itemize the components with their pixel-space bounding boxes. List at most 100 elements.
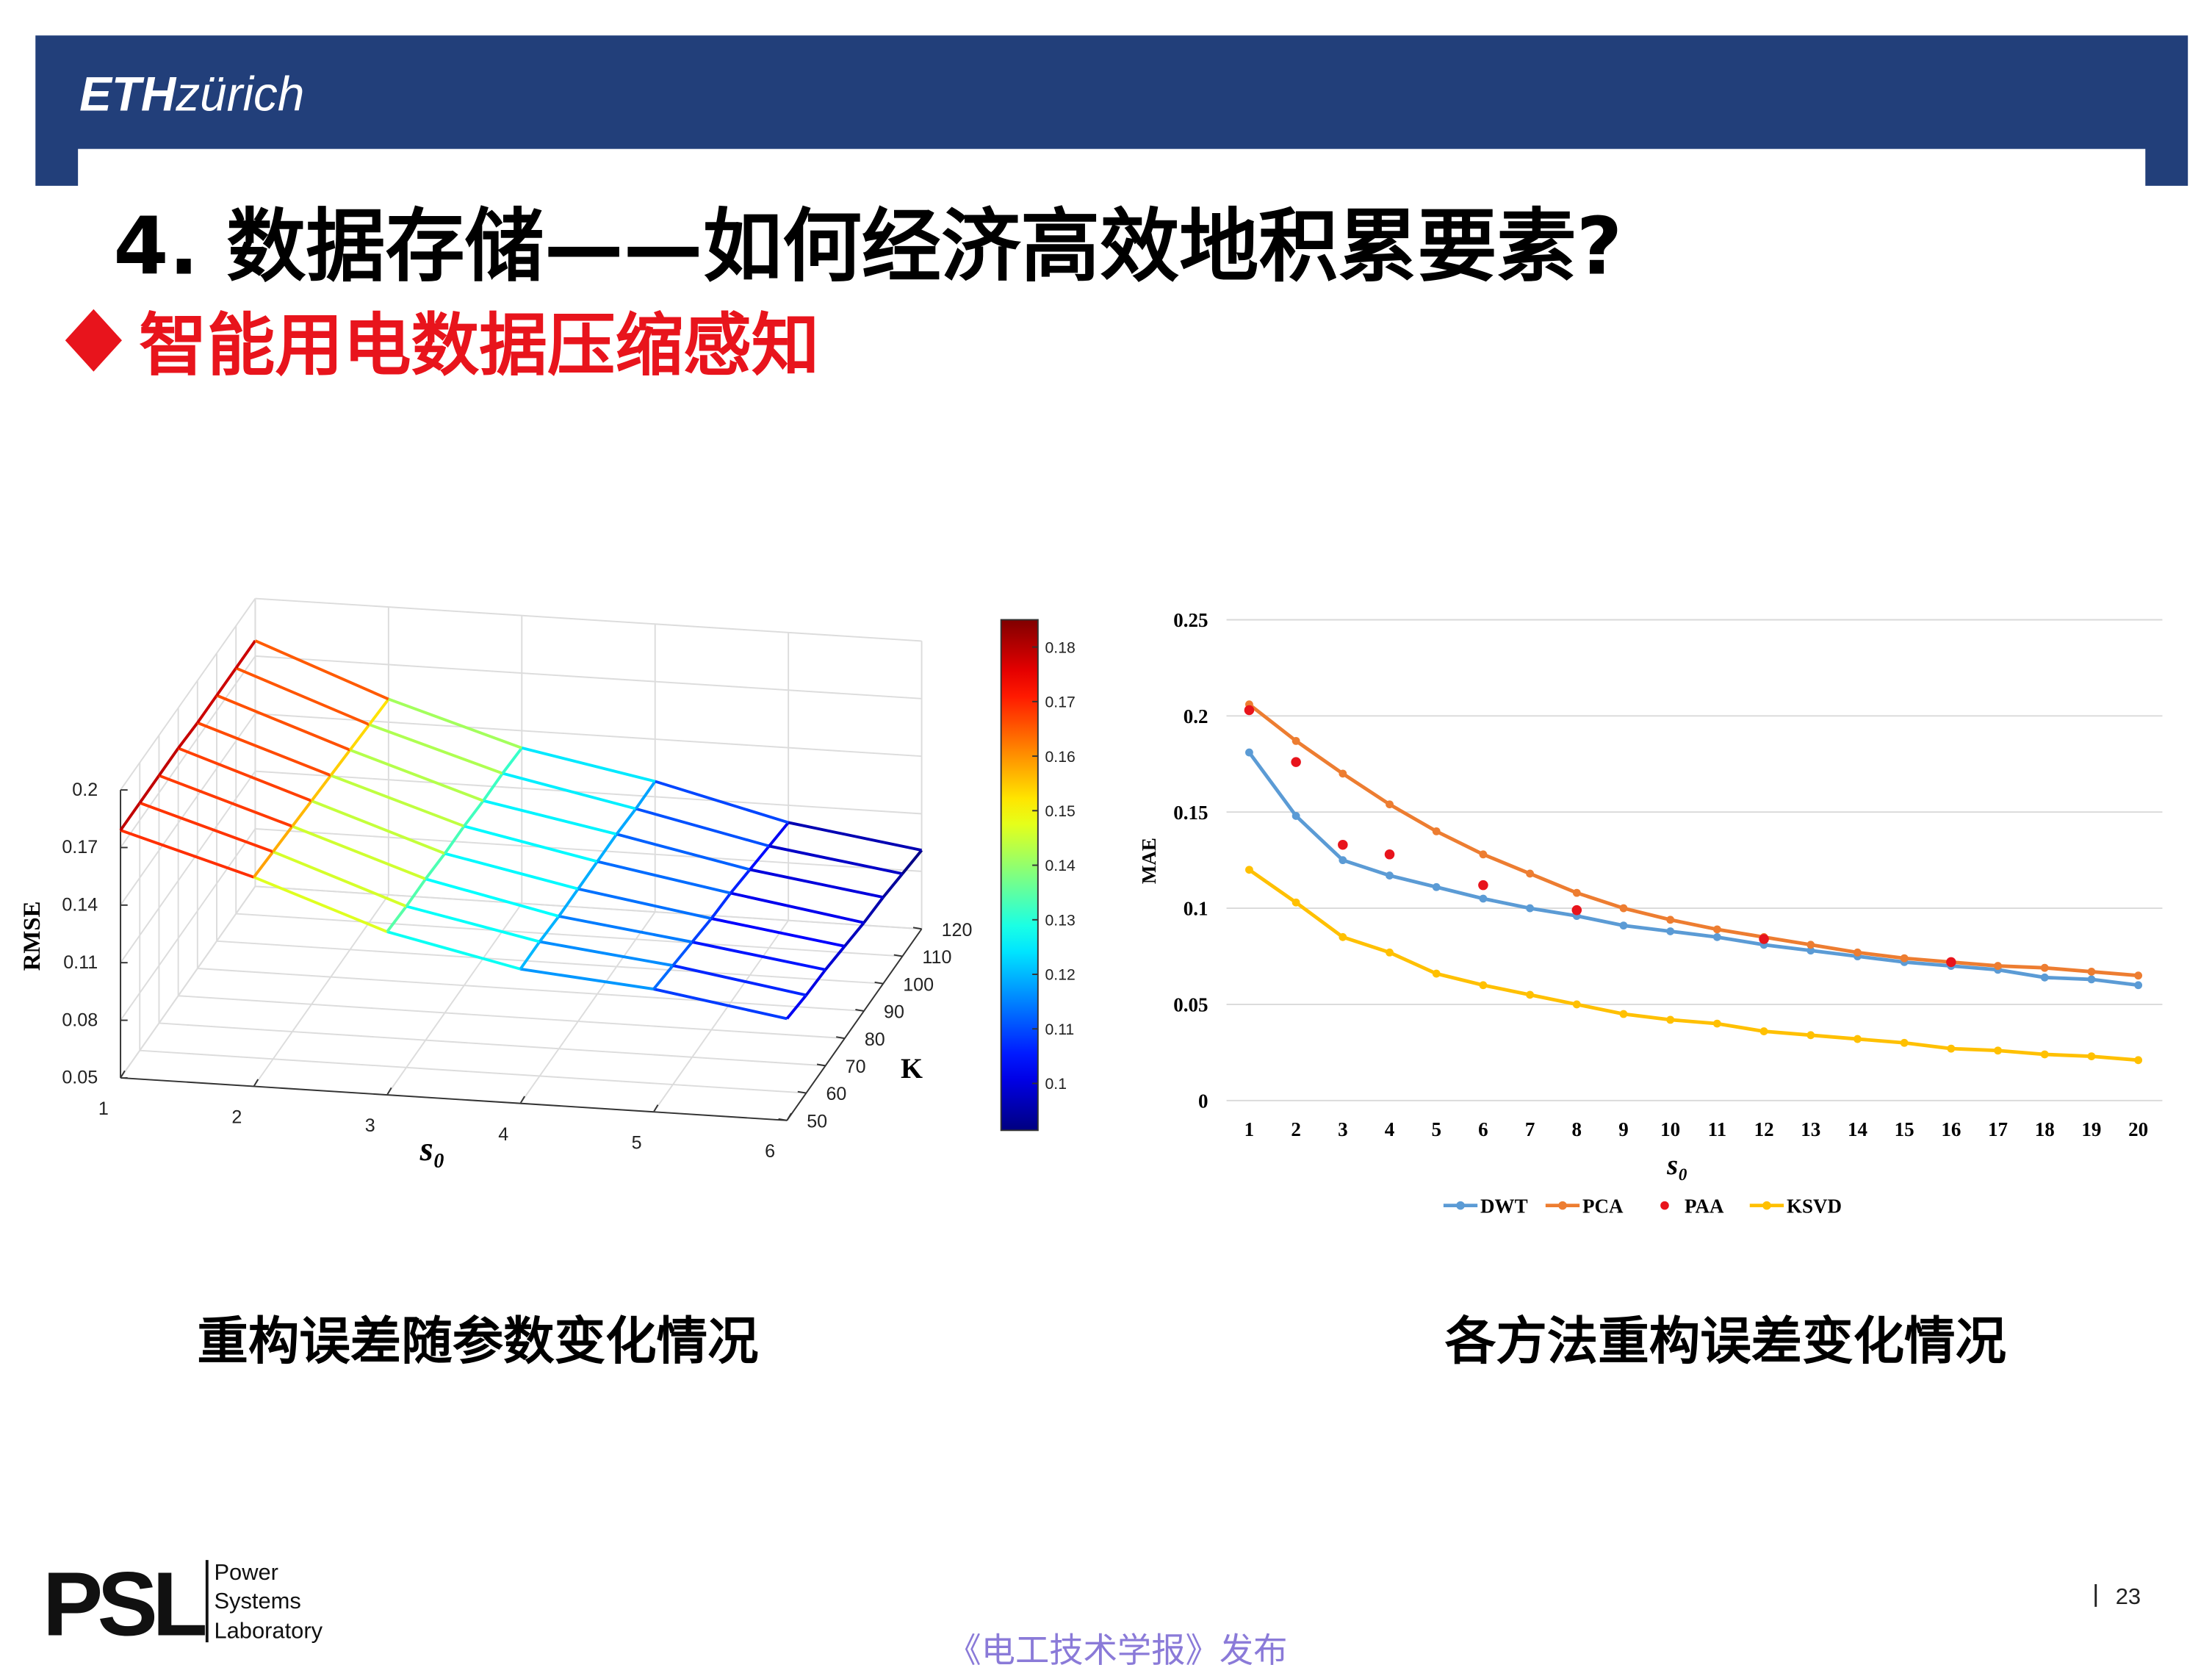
x-tick-label: 9 xyxy=(1618,1118,1629,1140)
surface-edge xyxy=(386,905,408,933)
surface-edge xyxy=(901,849,923,875)
surface-edge xyxy=(519,941,541,970)
surface-edge xyxy=(368,723,503,775)
x-tick-label: 2 xyxy=(231,1107,242,1128)
x-axis-label: s₀ xyxy=(419,1131,445,1168)
x-tick-label: 4 xyxy=(498,1124,508,1145)
z-tick-label: 0.05 xyxy=(62,1068,98,1088)
y-tick xyxy=(797,1090,807,1094)
surface-edge xyxy=(730,891,865,924)
surface-edge xyxy=(158,774,293,828)
psl-logo-line: Laboratory xyxy=(214,1617,323,1643)
point xyxy=(1994,1046,2002,1055)
surface-edge xyxy=(368,698,390,726)
surface-edge xyxy=(329,749,352,777)
surface-edge xyxy=(291,799,313,827)
point xyxy=(1900,1038,1909,1047)
surface-edge xyxy=(234,639,257,669)
y-tick-label: 50 xyxy=(807,1111,827,1132)
legend-label: DWT xyxy=(1480,1195,1528,1217)
surface-edge xyxy=(386,930,521,971)
point xyxy=(1526,990,1535,999)
surface-edge xyxy=(311,799,446,855)
point xyxy=(1386,871,1394,880)
z-tick-label: 0.17 xyxy=(62,837,98,857)
page-number: 23 xyxy=(2116,1583,2141,1609)
point xyxy=(1619,1010,1628,1018)
grid-line xyxy=(519,911,656,1104)
surface-edge xyxy=(538,915,561,943)
grid-line xyxy=(652,920,789,1112)
surface-edge xyxy=(406,905,541,943)
x-tick-label: 6 xyxy=(765,1141,775,1162)
colorbar-tick-label: 0.12 xyxy=(1045,967,1076,984)
grid-line xyxy=(120,828,256,1021)
grid-line xyxy=(140,1049,807,1094)
point xyxy=(1478,880,1488,891)
point xyxy=(1759,934,1769,944)
surface-edge xyxy=(139,801,274,853)
point xyxy=(1432,969,1441,978)
point xyxy=(1666,916,1675,924)
surface-edge xyxy=(177,722,199,749)
series-line xyxy=(1248,868,2139,1062)
x-axis xyxy=(120,1076,788,1121)
x-tick-label: 5 xyxy=(632,1132,642,1153)
surface-edge xyxy=(310,774,332,802)
y-tick-label: 0.15 xyxy=(1173,802,1208,824)
surface-edge xyxy=(272,850,407,908)
surface-edge xyxy=(443,825,466,855)
x-tick-label: 7 xyxy=(1525,1118,1535,1140)
surface-edge xyxy=(197,721,331,777)
point xyxy=(1479,850,1488,859)
bullet-diamond xyxy=(65,309,122,372)
y-tick xyxy=(874,981,884,985)
point xyxy=(1619,904,1628,913)
z-tick-label: 0.11 xyxy=(63,952,98,973)
x-tick-label: 19 xyxy=(2081,1118,2101,1140)
surface-edge xyxy=(215,667,237,697)
grid-line xyxy=(255,770,922,815)
surface-edge xyxy=(157,747,180,777)
point xyxy=(1947,1044,1956,1053)
surface-edge xyxy=(253,875,388,933)
surface-edge xyxy=(292,824,427,881)
line-chart: 00.050.10.150.20.251 2 3 4 5 6 7 8 9 10 11 12 13 14 15… xyxy=(1138,609,2163,1217)
surface-edge xyxy=(843,921,865,947)
surface-edge xyxy=(521,747,656,783)
point xyxy=(1806,946,1815,955)
y-tick-label: 90 xyxy=(884,1002,904,1023)
x-tick-label: 16 xyxy=(1941,1118,1961,1140)
y-axis xyxy=(786,928,923,1121)
surface-edge xyxy=(672,964,807,997)
grid-line xyxy=(178,995,845,1040)
legend-marker xyxy=(1660,1201,1669,1210)
x-tick-label: 17 xyxy=(1988,1118,2008,1140)
point xyxy=(1384,849,1395,860)
surface-edge xyxy=(768,821,790,847)
x-tick xyxy=(652,1104,659,1112)
grid-line xyxy=(255,828,922,872)
surface-edge xyxy=(272,825,294,853)
surface-edge xyxy=(653,988,788,1021)
point xyxy=(2087,1052,2096,1061)
surface-edge xyxy=(424,852,447,880)
legend-marker xyxy=(1762,1201,1771,1210)
surface-edge xyxy=(710,892,732,920)
surface-edge xyxy=(615,808,638,835)
y-tick-label: 110 xyxy=(922,947,951,968)
legend-label: PAA xyxy=(1685,1195,1724,1217)
point xyxy=(1291,812,1300,820)
z-tick-label: 0.14 xyxy=(62,895,98,916)
surface-edge xyxy=(502,772,637,810)
x-tick-label: 11 xyxy=(1708,1118,1727,1140)
x-tick-label: 18 xyxy=(2035,1118,2055,1140)
surface-edge xyxy=(596,833,618,863)
point xyxy=(1245,866,1253,874)
x-tick-label: 1 xyxy=(98,1098,109,1119)
surface-edge xyxy=(501,747,523,774)
x-tick xyxy=(253,1079,259,1087)
point xyxy=(1479,981,1488,990)
surface-edge xyxy=(710,917,846,948)
